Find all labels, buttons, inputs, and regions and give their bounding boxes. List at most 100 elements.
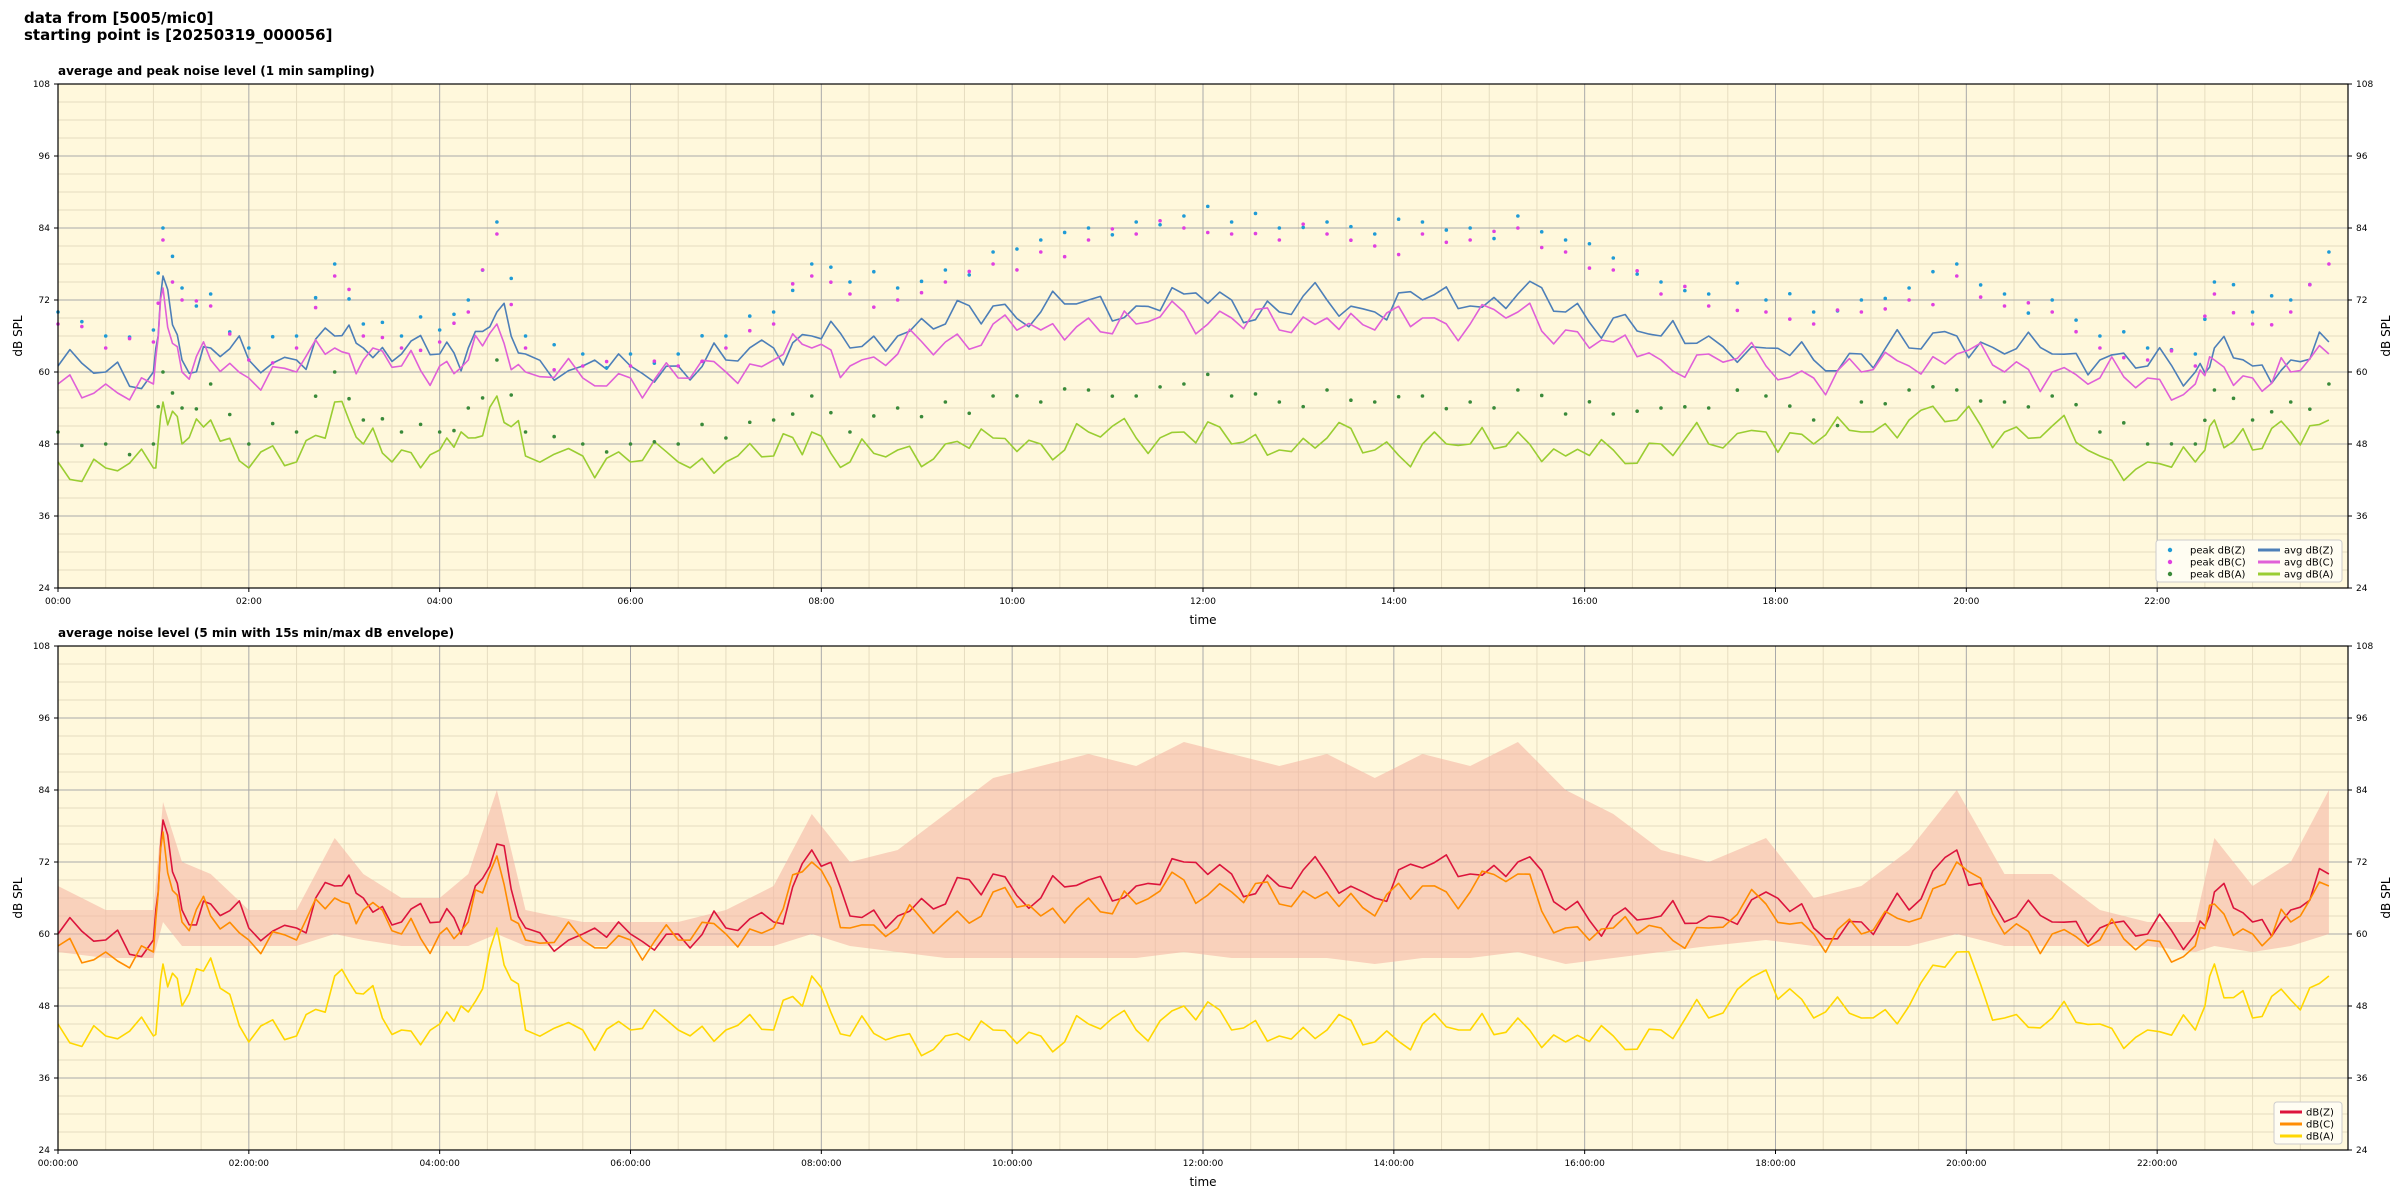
peak-point-peak-db-c [1539, 245, 1544, 250]
peak-point-peak-db-z [2269, 294, 2274, 298]
peak-point-peak-db-z [1038, 238, 1043, 242]
peak-point-peak-db-c [2327, 262, 2331, 266]
peak-point-peak-db-c [1253, 231, 1258, 236]
series-line-avg-db-a [57, 395, 2330, 483]
peak-point-peak-db-a [790, 412, 795, 416]
peak-point-peak-db-c [2121, 355, 2126, 360]
peak-point-peak-db-a [2231, 396, 2236, 401]
peak-point-peak-db-c [1706, 304, 1711, 308]
peak-point-peak-db-c [103, 346, 108, 350]
peak-point-peak-db-c [313, 305, 318, 310]
peak-point-peak-db-c [2212, 292, 2217, 296]
peak-point-peak-db-z [676, 352, 681, 356]
peak-point-peak-db-a [1931, 385, 1935, 389]
x-tick-label: 00:00:00 [38, 1159, 79, 1169]
peak-point-peak-db-z [294, 334, 299, 338]
peak-point-peak-db-a [399, 430, 404, 434]
peak-point-peak-db-c [127, 336, 132, 341]
chart-panel-2: 24 24 36 36 48 48 60 60 72 72 84 84 96 96 108 108 00:00:… [11, 626, 2393, 1189]
peak-point-peak-db-a [1492, 406, 1496, 410]
peak-point-peak-db-c [227, 332, 232, 336]
peak-point-peak-db-c [552, 367, 556, 372]
peak-point-peak-db-c [452, 321, 456, 325]
peak-point-peak-db-z [771, 310, 776, 314]
legend-label: peak dB(C) [2190, 558, 2246, 569]
peak-point-peak-db-c [1086, 238, 1091, 242]
y-tick-label-left: 60 [39, 930, 51, 940]
x-tick-label: 10:00 [999, 597, 1025, 607]
peak-point-peak-db-z [1086, 226, 1091, 230]
peak-point-peak-db-z [1516, 214, 1520, 218]
x-tick-label: 14:00 [1381, 597, 1407, 607]
peak-point-peak-db-c [151, 340, 156, 344]
peak-point-peak-db-z [1635, 272, 1639, 276]
data-source-label: data from [5005/mic0] [24, 9, 214, 27]
peak-point-peak-db-z [495, 220, 499, 224]
peak-point-peak-db-a [604, 450, 609, 454]
peak-point-peak-db-c [2203, 314, 2207, 318]
peak-point-peak-db-z [1683, 288, 1687, 293]
peak-point-peak-db-c [1468, 238, 1472, 242]
peak-point-peak-db-z [2002, 292, 2007, 296]
peak-point-peak-db-c [2250, 322, 2255, 326]
peak-point-peak-db-c [1325, 232, 1329, 236]
peak-point-peak-db-z [1253, 211, 1258, 216]
peak-point-peak-db-c [676, 364, 681, 368]
peak-point-peak-db-z [1788, 291, 1792, 296]
peak-point-peak-db-a [1683, 405, 1687, 409]
peak-point-peak-db-a [1158, 385, 1162, 389]
peak-point-peak-db-z [1229, 220, 1234, 224]
peak-point-peak-db-a [418, 422, 423, 427]
peak-point-peak-db-a [1735, 388, 1740, 392]
peak-point-peak-db-a [848, 430, 852, 434]
peak-point-peak-db-z [194, 304, 199, 308]
peak-point-peak-db-a [1134, 394, 1139, 398]
peak-point-peak-db-z [437, 328, 442, 332]
peak-point-peak-db-c [1954, 274, 1959, 278]
peak-point-peak-db-z [1539, 230, 1544, 234]
peak-point-peak-db-c [1396, 252, 1401, 257]
peak-point-peak-db-c [1735, 308, 1740, 313]
series-line-avg-db-c [57, 287, 2330, 401]
peak-point-peak-db-a [80, 443, 84, 448]
peak-point-peak-db-c [628, 364, 633, 368]
peak-point-peak-db-a [151, 442, 156, 446]
peak-point-peak-db-z [1611, 256, 1616, 260]
peak-point-peak-db-z [313, 295, 318, 300]
peak-point-peak-db-a [1659, 406, 1663, 410]
y-tick-label-left: 84 [39, 786, 51, 796]
peak-point-peak-db-c [466, 310, 471, 314]
legend: peak dB(Z)peak dB(C)peak dB(A)avg dB(Z)a… [2155, 539, 2343, 583]
y-tick-label-right: 108 [2356, 642, 2373, 652]
peak-point-peak-db-a [2026, 405, 2031, 409]
peak-point-peak-db-c [790, 282, 795, 286]
peak-point-peak-db-a [1086, 388, 1091, 392]
peak-point-peak-db-a [161, 370, 165, 374]
peak-point-peak-db-a [1301, 404, 1305, 409]
series-line-db-z [57, 819, 2330, 958]
peak-point-peak-db-c [161, 238, 165, 242]
peak-point-peak-db-z [919, 279, 924, 284]
peak-point-peak-db-c [1883, 307, 1888, 311]
peak-point-peak-db-c [509, 302, 514, 307]
peak-point-peak-db-z [1444, 228, 1449, 232]
y-tick-label-right: 96 [2356, 714, 2368, 724]
x-tick-label: 06:00 [618, 597, 644, 607]
peak-point-peak-db-c [332, 274, 337, 278]
peak-point-peak-db-a [1420, 394, 1425, 398]
x-tick-label: 16:00 [1572, 597, 1598, 607]
peak-point-peak-db-c [1229, 232, 1234, 236]
peak-point-peak-db-a [2002, 400, 2007, 404]
peak-point-peak-db-c [2269, 323, 2274, 327]
peak-point-peak-db-z [2098, 334, 2102, 338]
peak-point-peak-db-z [452, 312, 456, 317]
peak-point-peak-db-c [1764, 310, 1768, 314]
peak-point-peak-db-a [1468, 400, 1472, 404]
peak-point-peak-db-c [895, 298, 900, 302]
peak-point-peak-db-z [1277, 226, 1282, 230]
peak-point-peak-db-c [170, 280, 175, 284]
peak-point-peak-db-a [991, 394, 995, 398]
peak-point-peak-db-c [1611, 268, 1616, 272]
peak-point-peak-db-a [1907, 388, 1911, 392]
peak-point-peak-db-c [1978, 295, 1983, 299]
